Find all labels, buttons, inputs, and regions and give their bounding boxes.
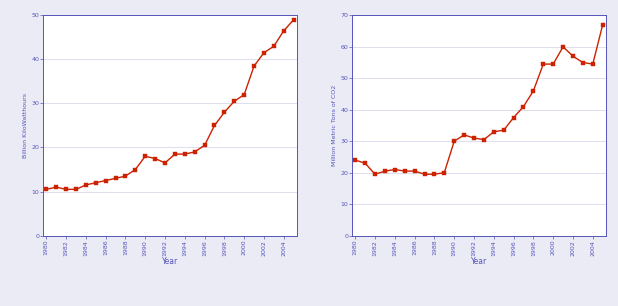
X-axis label: Year: Year	[471, 257, 487, 266]
X-axis label: Year: Year	[162, 257, 178, 266]
Y-axis label: Billion KiloWatthours: Billion KiloWatthours	[23, 93, 28, 158]
Y-axis label: Million Metric Tons of CO2: Million Metric Tons of CO2	[332, 85, 337, 166]
